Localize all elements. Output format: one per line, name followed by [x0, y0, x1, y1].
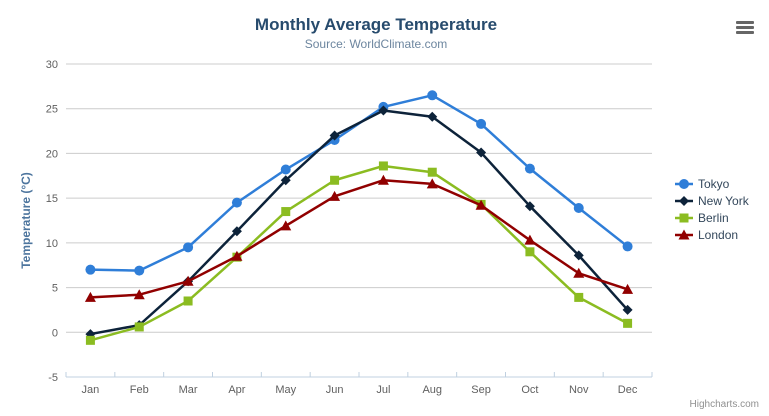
x-tick-label: Oct: [521, 384, 538, 396]
data-point-marker[interactable]: [622, 283, 634, 294]
data-point-marker[interactable]: [134, 265, 145, 276]
y-tick-label: 30: [46, 59, 58, 71]
y-tick-label: 20: [46, 148, 58, 160]
data-point-marker[interactable]: [476, 118, 487, 129]
series-london: [84, 174, 634, 302]
legend-item-london[interactable]: London: [675, 228, 749, 242]
x-tick-label: Dec: [618, 384, 638, 396]
y-tick-label: 15: [46, 193, 58, 205]
legend-item-berlin[interactable]: Berlin: [675, 211, 749, 225]
data-point-marker[interactable]: [622, 304, 633, 315]
data-point-marker[interactable]: [133, 289, 145, 300]
data-point-marker[interactable]: [281, 207, 291, 217]
data-point-marker[interactable]: [280, 175, 291, 186]
data-point-marker[interactable]: [182, 275, 194, 286]
data-point-marker[interactable]: [623, 318, 633, 328]
x-tick-label: Jul: [376, 384, 390, 396]
data-point-marker[interactable]: [329, 190, 341, 201]
data-point-marker[interactable]: [573, 267, 585, 278]
tokyo-legend-marker-icon: [675, 179, 693, 189]
data-point-marker[interactable]: [377, 174, 389, 185]
hamburger-icon: [736, 26, 754, 29]
hamburger-icon: [736, 21, 754, 24]
data-point-marker[interactable]: [524, 234, 536, 245]
x-tick-label: May: [275, 384, 296, 396]
data-point-marker[interactable]: [330, 175, 340, 185]
x-tick-label: Apr: [228, 384, 245, 396]
data-point-marker[interactable]: [231, 250, 243, 261]
data-point-marker[interactable]: [573, 250, 584, 261]
x-tick-label: Feb: [130, 384, 149, 396]
data-point-marker[interactable]: [573, 202, 584, 213]
x-tick-label: Sep: [471, 384, 491, 396]
series-line-london: [89, 179, 629, 299]
legend-label: New York: [698, 194, 749, 208]
berlin-legend-marker-icon: [675, 213, 693, 223]
data-point-marker[interactable]: [329, 130, 340, 141]
legend-label: London: [698, 228, 739, 242]
data-point-marker[interactable]: [183, 242, 194, 253]
data-point-marker[interactable]: [524, 201, 535, 212]
data-point-marker[interactable]: [134, 322, 144, 332]
chart-subtitle: Source: WorldClimate.com: [304, 37, 448, 51]
x-tick-label: Aug: [422, 384, 442, 396]
y-axis-title: Temperature (°C): [19, 172, 33, 269]
data-point-marker[interactable]: [427, 167, 437, 177]
data-point-marker[interactable]: [378, 105, 389, 116]
y-tick-label: 5: [52, 283, 58, 295]
data-point-marker[interactable]: [231, 226, 242, 237]
x-tick-label: Mar: [179, 384, 198, 396]
y-tick-label: -5: [48, 372, 58, 384]
series-tokyo: [85, 90, 633, 276]
data-point-marker[interactable]: [622, 241, 633, 252]
x-tick-label: Nov: [569, 384, 589, 396]
y-tick-label: 0: [52, 327, 58, 339]
data-point-marker[interactable]: [524, 163, 535, 174]
legend-item-new-york[interactable]: New York: [675, 194, 749, 208]
series-line-tokyo: [89, 94, 629, 272]
data-point-marker[interactable]: [378, 161, 388, 171]
hamburger-icon: [736, 31, 754, 34]
data-point-marker[interactable]: [574, 292, 584, 302]
data-point-marker[interactable]: [231, 197, 242, 208]
data-point-marker[interactable]: [476, 147, 487, 158]
legend-item-tokyo[interactable]: Tokyo: [675, 177, 749, 191]
data-point-marker[interactable]: [84, 291, 96, 302]
legend: Tokyo New York Berlin London: [675, 177, 749, 242]
series-new-york: [85, 105, 633, 340]
data-point-marker[interactable]: [280, 220, 292, 231]
y-tick-label: 10: [46, 238, 58, 250]
series-line-new-york: [89, 109, 629, 336]
legend-label: Tokyo: [698, 177, 730, 191]
data-point-marker[interactable]: [183, 296, 193, 306]
chart-title: Monthly Average Temperature: [254, 15, 498, 34]
data-point-marker[interactable]: [427, 111, 438, 122]
data-point-marker[interactable]: [85, 335, 95, 345]
series-line-berlin: [89, 164, 629, 342]
data-point-marker[interactable]: [85, 264, 96, 275]
data-point-marker[interactable]: [525, 247, 535, 257]
data-point-marker[interactable]: [426, 178, 438, 189]
export-menu-button[interactable]: [736, 21, 754, 34]
new-york-legend-marker-icon: [675, 196, 693, 206]
data-point-marker[interactable]: [280, 164, 291, 175]
data-point-marker[interactable]: [475, 199, 487, 210]
y-tick-label: 25: [46, 104, 58, 116]
highcharts-credit[interactable]: Highcharts.com: [689, 399, 759, 410]
data-point-marker[interactable]: [427, 90, 438, 101]
x-tick-label: Jun: [326, 384, 344, 396]
x-tick-label: Jan: [82, 384, 100, 396]
legend-label: Berlin: [698, 211, 729, 225]
london-legend-marker-icon: [675, 229, 693, 240]
